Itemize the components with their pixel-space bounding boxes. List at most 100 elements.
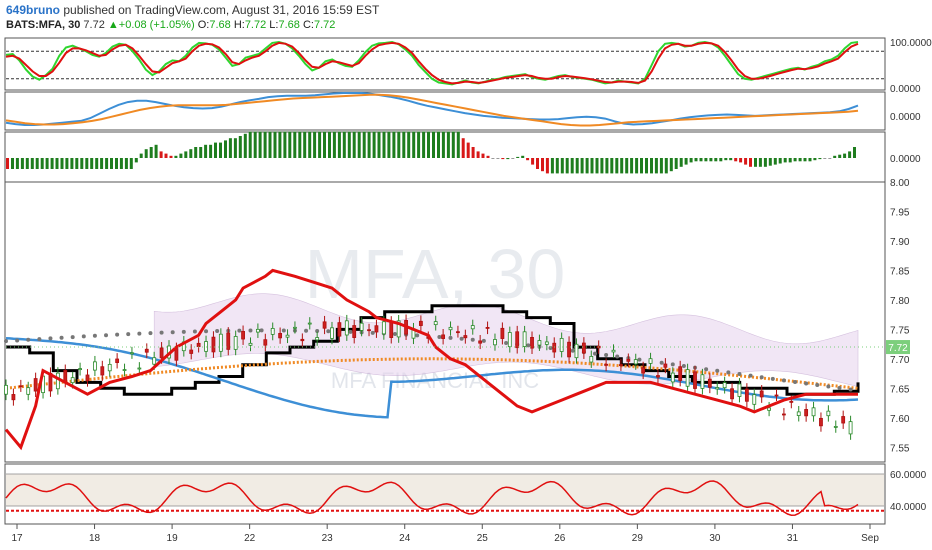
- histogram-bar: [788, 158, 792, 163]
- histogram-bar: [773, 158, 777, 165]
- histogram-bar: [313, 131, 317, 158]
- histogram-bar: [303, 131, 307, 158]
- histogram-bar: [189, 149, 193, 158]
- parabolic-dot: [748, 373, 753, 378]
- candle-body: [715, 387, 720, 390]
- candle-body: [367, 329, 371, 332]
- histogram-bar: [818, 158, 822, 160]
- close-value: 7.72: [313, 19, 336, 31]
- histogram-bar: [729, 158, 733, 161]
- parabolic-dot: [248, 328, 253, 333]
- histogram-bar: [209, 144, 213, 158]
- parabolic-dot: [592, 351, 597, 356]
- parabolic-dot: [781, 378, 786, 383]
- stochastic-series: [5, 40, 884, 86]
- histogram-bar: [595, 158, 599, 174]
- candle-body: [581, 342, 586, 354]
- candle-body: [26, 387, 31, 395]
- candle-body: [589, 356, 594, 363]
- candle-body: [604, 363, 609, 366]
- candle-body: [389, 321, 394, 338]
- candle-body: [456, 331, 460, 334]
- histogram-bar: [531, 158, 535, 165]
- histogram-bar: [754, 158, 757, 167]
- histogram-bar: [204, 144, 208, 158]
- candle-body: [70, 377, 75, 384]
- price-tick-label: 8.00: [890, 178, 910, 189]
- histogram-bar: [724, 158, 728, 161]
- candle-body: [381, 321, 386, 335]
- histogram-bar: [85, 158, 89, 169]
- histogram-bar: [451, 131, 455, 158]
- candle-body: [656, 375, 660, 378]
- parabolic-dot: [526, 343, 531, 348]
- candle-body: [11, 394, 16, 401]
- histogram-bar: [15, 158, 19, 169]
- histogram-bar: [600, 158, 604, 174]
- parabolic-dot: [437, 334, 442, 339]
- candle-body: [730, 388, 734, 400]
- candle-body: [567, 341, 571, 358]
- histogram-bar: [367, 131, 371, 158]
- candle-body: [78, 368, 82, 371]
- histogram-bar: [739, 158, 743, 163]
- histogram-bar: [40, 158, 44, 169]
- histogram-bar: [219, 142, 222, 158]
- stoch-line-0: [5, 40, 859, 86]
- histogram-bar: [30, 158, 34, 169]
- macd-panel: [4, 91, 886, 131]
- histogram-bar: [164, 153, 168, 158]
- candle-body: [767, 407, 771, 411]
- histogram-bar: [446, 131, 450, 158]
- histogram-bar: [25, 158, 29, 169]
- histogram-bar: [397, 131, 401, 158]
- parabolic-dot: [815, 383, 820, 388]
- last-price-tag: [886, 340, 910, 355]
- histogram-bar: [694, 158, 698, 162]
- x-tick-label: 19: [167, 533, 179, 544]
- high-value: 7.72: [244, 19, 267, 31]
- open-label: O:: [197, 19, 210, 31]
- candle-body: [559, 338, 564, 352]
- histogram-bar: [620, 158, 624, 174]
- histogram-bar: [590, 158, 594, 174]
- price-tick-label: 7.70: [890, 355, 910, 366]
- candle-body: [826, 410, 831, 417]
- histogram-bar: [362, 131, 366, 158]
- parabolic-dot: [793, 379, 798, 384]
- histogram-bar: [115, 158, 118, 169]
- publish-line: 649bruno published on TradingView.com, A…: [6, 3, 379, 17]
- histogram-bar: [461, 138, 465, 158]
- parabolic-dot: [348, 329, 353, 334]
- parabolic-dot: [326, 329, 331, 334]
- candle-body: [478, 340, 483, 344]
- histogram-bar: [268, 131, 272, 158]
- parabolic-dot: [770, 376, 775, 381]
- histogram-bar: [194, 147, 198, 158]
- candle-body: [285, 334, 290, 338]
- histogram-bar: [744, 158, 748, 165]
- histogram-bar: [110, 158, 113, 169]
- candle-body: [537, 340, 542, 346]
- x-tick-label: 18: [89, 533, 101, 544]
- x-tick-label: 24: [399, 533, 411, 544]
- histogram-bar: [432, 131, 435, 158]
- candle-body: [463, 335, 468, 339]
- low-value: 7.68: [278, 19, 300, 31]
- parabolic-dot: [704, 367, 709, 372]
- histogram-bar: [100, 158, 104, 169]
- x-tick-label: 29: [632, 533, 644, 544]
- watermark-symbol: MFA, 30: [305, 235, 566, 313]
- rsi-series: [5, 473, 884, 516]
- histogram-bar: [625, 158, 629, 174]
- rsi-tick-label: 40.0000: [890, 502, 927, 513]
- candle-body: [552, 342, 557, 353]
- author-link[interactable]: 649bruno: [6, 3, 61, 17]
- parabolic-dot: [104, 333, 109, 338]
- parabolic-dot: [281, 328, 286, 333]
- candle-body: [174, 348, 179, 361]
- histogram-bar: [719, 158, 723, 162]
- symbol-label: BATS:MFA, 30: [6, 19, 81, 31]
- x-tick-label: 17: [11, 533, 23, 544]
